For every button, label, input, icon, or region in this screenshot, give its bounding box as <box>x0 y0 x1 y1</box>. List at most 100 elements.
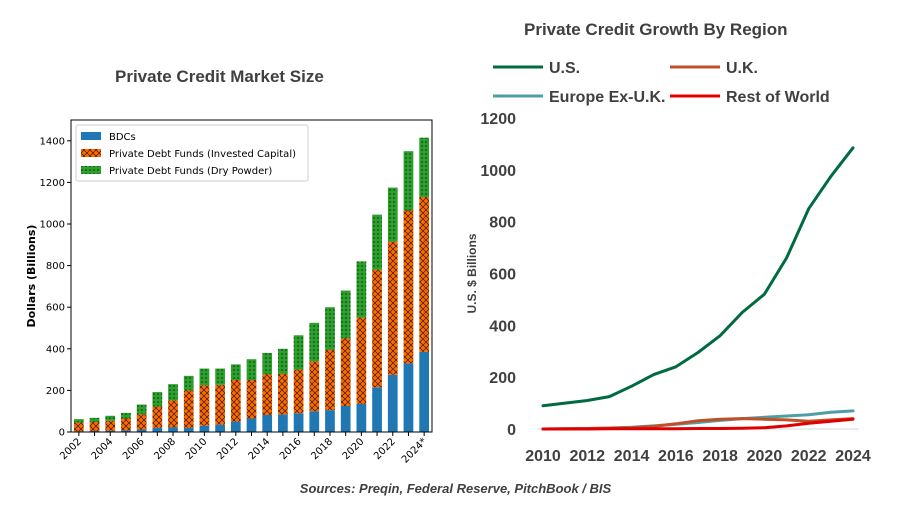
bar-dry-powder <box>121 412 131 419</box>
bar-bdcs <box>293 413 304 432</box>
bar-invested-capital <box>340 338 351 406</box>
bar-invested-capital <box>105 420 116 431</box>
x-tick-label: 2010 <box>525 448 561 465</box>
bar-dry-powder <box>356 261 367 318</box>
y-axis-label: U.S. $ Billions <box>465 233 479 313</box>
right-chart-title: Private Credit Growth By Region <box>524 20 788 39</box>
bar-invested-capital <box>293 369 304 414</box>
y-tick-label: 0 <box>507 422 516 439</box>
x-tick-label: 2014 <box>614 448 650 465</box>
x-tick-label: 2020 <box>747 448 783 465</box>
bar-bdcs <box>121 430 131 432</box>
bar-dry-powder <box>293 335 304 370</box>
bar-dry-powder <box>105 415 116 421</box>
bar-dry-powder <box>246 359 257 380</box>
bar-dry-powder <box>340 290 351 339</box>
legend-swatch-bdcs <box>81 132 101 140</box>
sources-note: Sources: Preqin, Federal Reserve, PitchB… <box>299 481 612 496</box>
line-us <box>541 146 855 408</box>
bar-invested-capital <box>136 414 147 430</box>
bar-bdcs <box>340 406 351 432</box>
x-tick-label: 2016 <box>658 448 694 465</box>
bar-invested-capital <box>419 196 430 352</box>
x-tick-label: 2018 <box>702 448 738 465</box>
bar-bdcs <box>168 427 178 432</box>
bar-dry-powder <box>136 404 147 415</box>
bar-bdcs <box>105 430 116 432</box>
y-tick-label: 200 <box>489 370 516 387</box>
y-tick-label: 400 <box>46 344 65 355</box>
legend-label: Private Debt Funds (Dry Powder) <box>109 166 272 177</box>
bar-bdcs <box>246 418 257 432</box>
y-tick-label: 800 <box>46 261 65 272</box>
bar-dry-powder <box>309 322 320 362</box>
legend-box <box>75 124 309 182</box>
legend-label: Europe Ex-U.K. <box>549 89 665 106</box>
bar-invested-capital <box>168 400 178 428</box>
bar-dry-powder <box>73 419 84 423</box>
y-tick-label: 200 <box>46 386 65 397</box>
bar-invested-capital <box>356 317 367 404</box>
y-tick-label: 800 <box>489 215 516 232</box>
bar-invested-capital <box>121 418 131 431</box>
bar-bdcs <box>278 414 288 432</box>
bar-dry-powder <box>199 368 210 386</box>
bar-dry-powder <box>152 392 163 407</box>
bar-invested-capital <box>73 422 84 432</box>
bar-bdcs <box>199 425 210 432</box>
bar-bdcs <box>325 410 335 432</box>
left-chart-title: Private Credit Market Size <box>115 67 324 86</box>
bar-dry-powder <box>215 368 225 385</box>
y-axis-label: Dollars (Billions) <box>25 225 38 328</box>
bar-dry-powder <box>419 137 430 197</box>
y-tick-label: 600 <box>489 267 516 284</box>
bar-invested-capital <box>152 406 163 428</box>
bar-invested-capital <box>199 385 210 426</box>
bar-bdcs <box>387 374 398 432</box>
bar-invested-capital <box>262 374 273 415</box>
bar-bdcs <box>152 427 163 432</box>
bar-bdcs <box>230 421 241 432</box>
bar-bdcs <box>356 403 367 432</box>
bar-bdcs <box>419 351 430 432</box>
legend-label: U.K. <box>726 60 758 77</box>
legend-swatch-invested <box>81 149 101 157</box>
bar-invested-capital <box>230 380 241 422</box>
legend: BDCs Private Debt Funds (Invested Capital… <box>75 124 309 182</box>
bar-dry-powder <box>183 375 194 391</box>
legend-label: BDCs <box>109 132 136 143</box>
bar-bdcs <box>372 387 382 432</box>
y-tick-label: 1200 <box>480 111 516 128</box>
bar-dry-powder <box>325 307 335 350</box>
bar-dry-powder <box>89 417 100 423</box>
x-tick-label: 2024 <box>835 448 871 465</box>
bar-dry-powder <box>262 352 273 375</box>
y-tick-label: 1400 <box>40 136 65 147</box>
bar-invested-capital <box>278 373 288 415</box>
y-tick-label: 1200 <box>40 178 65 189</box>
bar-invested-capital <box>372 269 382 388</box>
legend-label: Rest of World <box>726 89 830 106</box>
bar-bdcs <box>403 363 414 432</box>
bar-bdcs <box>262 414 273 432</box>
plot-frame <box>70 119 433 433</box>
bar-bdcs <box>309 411 320 432</box>
bar-dry-powder <box>230 364 241 380</box>
x-tick-label: 2022 <box>791 448 827 465</box>
bar-dry-powder <box>278 348 288 374</box>
y-tick-label: 1000 <box>40 220 65 231</box>
legend-label: Private Debt Funds (Invested Capital) <box>109 149 296 160</box>
line-rest-of-world <box>541 417 855 431</box>
legend-label: U.S. <box>549 60 580 77</box>
bar-dry-powder <box>387 187 398 242</box>
bar-invested-capital <box>246 380 257 419</box>
y-tick-label: 0 <box>59 428 65 439</box>
bar-dry-powder <box>403 151 414 211</box>
y-tick-label: 600 <box>46 303 65 314</box>
bar-invested-capital <box>325 349 335 411</box>
bar-bdcs <box>136 429 147 432</box>
bar-invested-capital <box>215 384 225 425</box>
bar-invested-capital <box>403 210 414 364</box>
